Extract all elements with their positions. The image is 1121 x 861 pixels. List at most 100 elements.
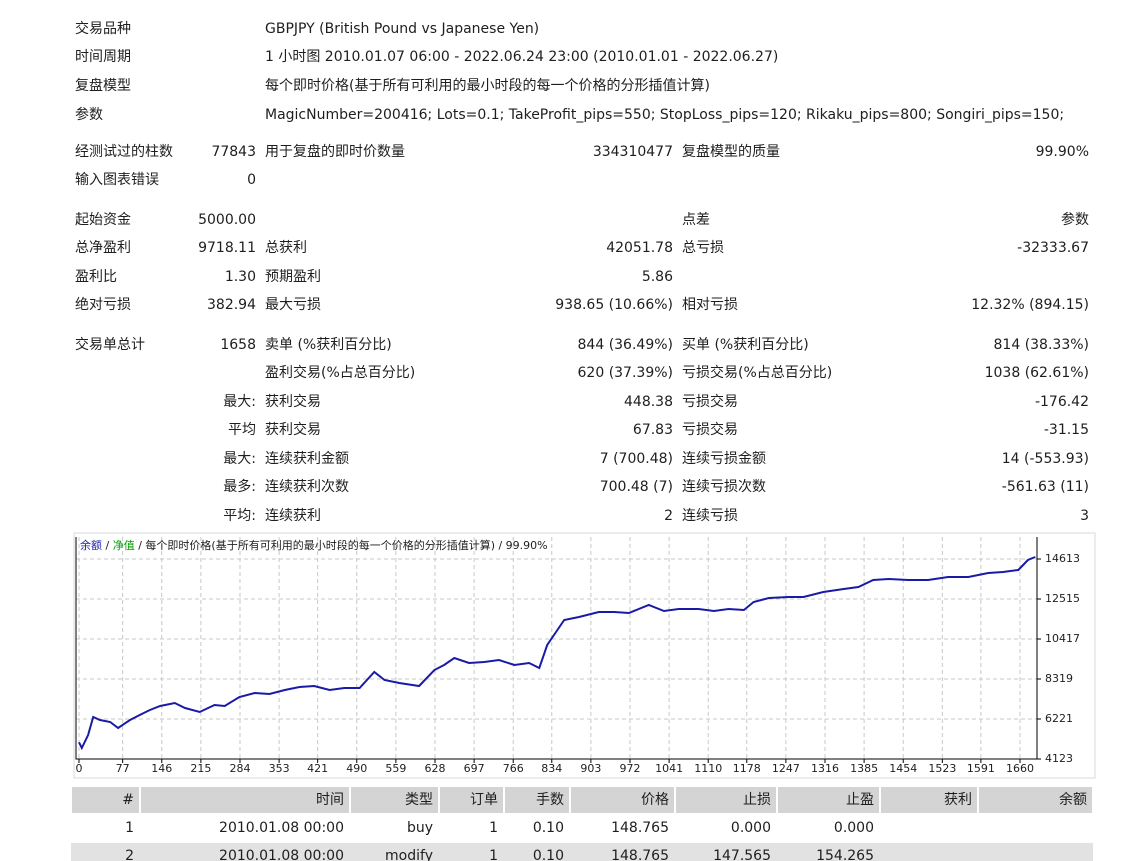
column-header: #: [122, 792, 134, 808]
cell: 2010.01.08 00:00: [219, 848, 344, 861]
stat-value: -176.42: [1035, 394, 1089, 410]
y-tick-label: 10417: [1045, 632, 1080, 645]
cell-bg: [778, 787, 879, 813]
stat-label: 起始资金: [75, 212, 131, 228]
cell-bg: [439, 815, 504, 842]
x-tick-label: 834: [541, 762, 562, 775]
cell: 0.10: [533, 820, 564, 836]
stat-value: 最多:: [223, 478, 256, 495]
stat-value: 7 (700.48): [600, 451, 673, 467]
stat-label: 连续亏损: [682, 507, 738, 524]
x-tick-label: 1591: [967, 762, 995, 775]
x-tick-label: 1110: [694, 762, 722, 775]
stat-label: 获利交易: [265, 421, 321, 438]
x-tick-label: 490: [346, 762, 367, 775]
cell: 0.10: [533, 848, 564, 861]
cell: 0.000: [834, 820, 874, 836]
stat-value: 814 (38.33%): [994, 337, 1089, 353]
cell-bg: [978, 815, 1093, 842]
stat-value: 最大:: [223, 451, 256, 467]
cell-bg: [141, 787, 349, 813]
stat-label: 盈利比: [75, 269, 117, 285]
cell-bg: [675, 843, 777, 861]
stat-label: 复盘模型的质量: [682, 143, 780, 160]
cell-bg: [71, 815, 140, 842]
stat-label: 经测试过的柱数: [75, 144, 173, 160]
cell-bg: [350, 843, 439, 861]
cell-bg: [504, 815, 570, 842]
cell-bg: [676, 787, 776, 813]
info-label: 交易品种: [75, 20, 131, 37]
cell-bg: [351, 787, 438, 813]
cell-bg: [777, 815, 880, 842]
stat-value: 12.32% (894.15): [971, 297, 1089, 313]
x-tick-label: 1178: [733, 762, 761, 775]
info-label: 参数: [75, 106, 103, 123]
cell-bg: [72, 787, 139, 813]
x-tick-label: 972: [619, 762, 640, 775]
stat-value: 334310477: [593, 144, 673, 160]
stat-label: 卖单 (%获利百分比): [265, 337, 392, 353]
x-tick-label: 559: [385, 762, 406, 775]
x-tick-label: 628: [424, 762, 445, 775]
column-header: 类型: [405, 792, 433, 808]
stat-value: 382.94: [207, 297, 256, 313]
stat-value: -561.63 (11): [1002, 479, 1089, 495]
stat-value: 2: [664, 508, 673, 524]
column-header: 时间: [316, 792, 344, 808]
balance-line: [78, 556, 1036, 751]
stat-value: 1.30: [225, 269, 256, 285]
stat-value: 最大:: [223, 394, 256, 410]
x-tick-label: 697: [464, 762, 485, 775]
cell-bg: [979, 787, 1092, 813]
x-tick-label: 1041: [655, 762, 683, 775]
stat-label: 总亏损: [682, 240, 724, 256]
info-label: 复盘模型: [75, 77, 131, 94]
y-tick-label: 4123: [1045, 752, 1073, 765]
column-header: 价格: [641, 792, 669, 808]
stat-value: 448.38: [624, 394, 673, 410]
legend-series: 余额: [80, 538, 102, 552]
cell-bg: [571, 787, 674, 813]
stat-label: 连续亏损次数: [682, 478, 766, 495]
stat-label: 总净盈利: [75, 240, 131, 256]
cell-bg: [570, 843, 675, 861]
cell: 154.265: [816, 848, 874, 861]
stat-label: 点差: [682, 212, 710, 228]
cell-bg: [350, 815, 439, 842]
column-header: 余额: [1059, 791, 1087, 808]
cell-bg: [140, 843, 350, 861]
info-value: 每个即时价格(基于所有可利用的最小时段的每一个价格的分形插值计算): [265, 77, 710, 94]
cell-bg: [570, 815, 675, 842]
stat-label: 绝对亏损: [75, 297, 131, 313]
x-tick-label: 215: [190, 762, 211, 775]
column-header: 订单: [470, 792, 498, 808]
cell: modify: [385, 848, 433, 861]
legend: 余额 / 净值 / 每个即时价格(基于所有可利用的最小时段的每一个价格的分形插值…: [80, 538, 548, 552]
column-header: 获利: [944, 792, 972, 808]
stat-value: 1658: [220, 337, 256, 353]
stat-label: 买单 (%获利百分比): [682, 337, 809, 353]
stat-value: 42051.78: [606, 240, 673, 256]
legend-item: /: [102, 539, 113, 552]
cell-bg: [140, 815, 350, 842]
x-tick-label: 146: [151, 762, 172, 775]
cell: 148.765: [611, 820, 669, 836]
legend-item: 净值: [113, 538, 135, 552]
stat-label: 连续获利: [265, 507, 321, 524]
cell-bg: [880, 843, 978, 861]
stat-value: -31.15: [1044, 422, 1089, 438]
x-tick-label: 1454: [889, 762, 917, 775]
legend-item: / 每个即时价格(基于所有可利用的最小时段的每一个价格的分形插值计算) / 99…: [135, 538, 548, 552]
x-tick-label: 903: [580, 762, 601, 775]
info-value: MagicNumber=200416; Lots=0.1; TakeProfit…: [265, 107, 1064, 123]
stat-label: 盈利交易(%占总百分比): [265, 364, 415, 381]
chart-frame: [73, 532, 1096, 779]
column-header: 止损: [743, 792, 771, 808]
stat-value: 0: [247, 172, 256, 188]
x-tick-label: 421: [307, 762, 328, 775]
cell-bg: [71, 843, 140, 861]
cell-bg: [881, 787, 977, 813]
stat-label: 获利交易: [265, 393, 321, 410]
